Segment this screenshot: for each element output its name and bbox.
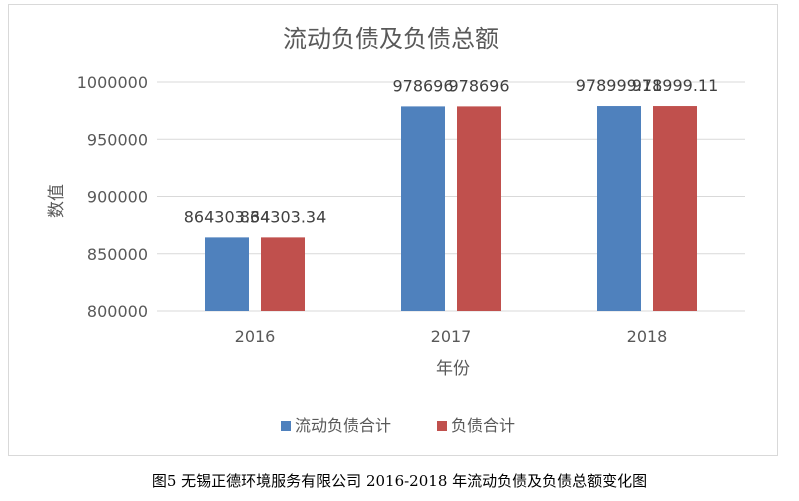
bar-负债合计-2018 [653,106,697,311]
bar-流动负债合计-2018 [597,106,641,311]
bar-负债合计-2016 [261,237,305,311]
gridlines [157,81,745,312]
y-tick-label: 1000000 [77,73,148,92]
data-label: 864303.34 [240,207,327,226]
x-axis-ticks: 2016 2017 2018 [235,327,668,346]
y-tick-label: 800000 [87,302,148,321]
bar-流动负债合计-2017 [401,106,445,311]
x-tick-label: 2017 [431,327,472,346]
legend-label: 流动负债合计 [295,416,391,435]
bar-负债合计-2017 [457,106,501,311]
bar-chart: 流动负债及负债总额 800000 850000 900000 950000 100000… [47,25,745,435]
data-label: 978696 [448,76,509,95]
legend: 流动负债合计 负债合计 [281,416,515,435]
data-label: 864303.34 [184,207,271,226]
bar-流动负债合计-2016 [205,237,249,311]
y-tick-label: 850000 [87,245,148,264]
x-axis-title: 年份 [436,359,470,379]
legend-swatch [281,421,291,431]
chart-title: 流动负债及负债总额 [283,25,499,53]
chart-frame: 流动负债及负债总额 800000 850000 900000 950000 100000… [8,4,778,456]
data-label: 978999.11 [632,76,719,95]
legend-label: 负债合计 [451,416,515,435]
y-tick-label: 950000 [87,130,148,149]
data-label: 978696 [392,76,453,95]
legend-swatch [437,421,447,431]
x-tick-label: 2016 [235,327,276,346]
data-label: 978999.11 [576,76,663,95]
y-axis-title: 数值 [47,184,67,218]
bars [205,106,697,311]
y-axis-ticks: 800000 850000 900000 950000 1000000 [77,73,148,321]
x-tick-label: 2018 [627,327,668,346]
y-tick-label: 900000 [87,188,148,207]
figure-caption: 图5 无锡正德环境服务有限公司 2016-2018 年流动负债及负债总额变化图 [151,472,648,490]
